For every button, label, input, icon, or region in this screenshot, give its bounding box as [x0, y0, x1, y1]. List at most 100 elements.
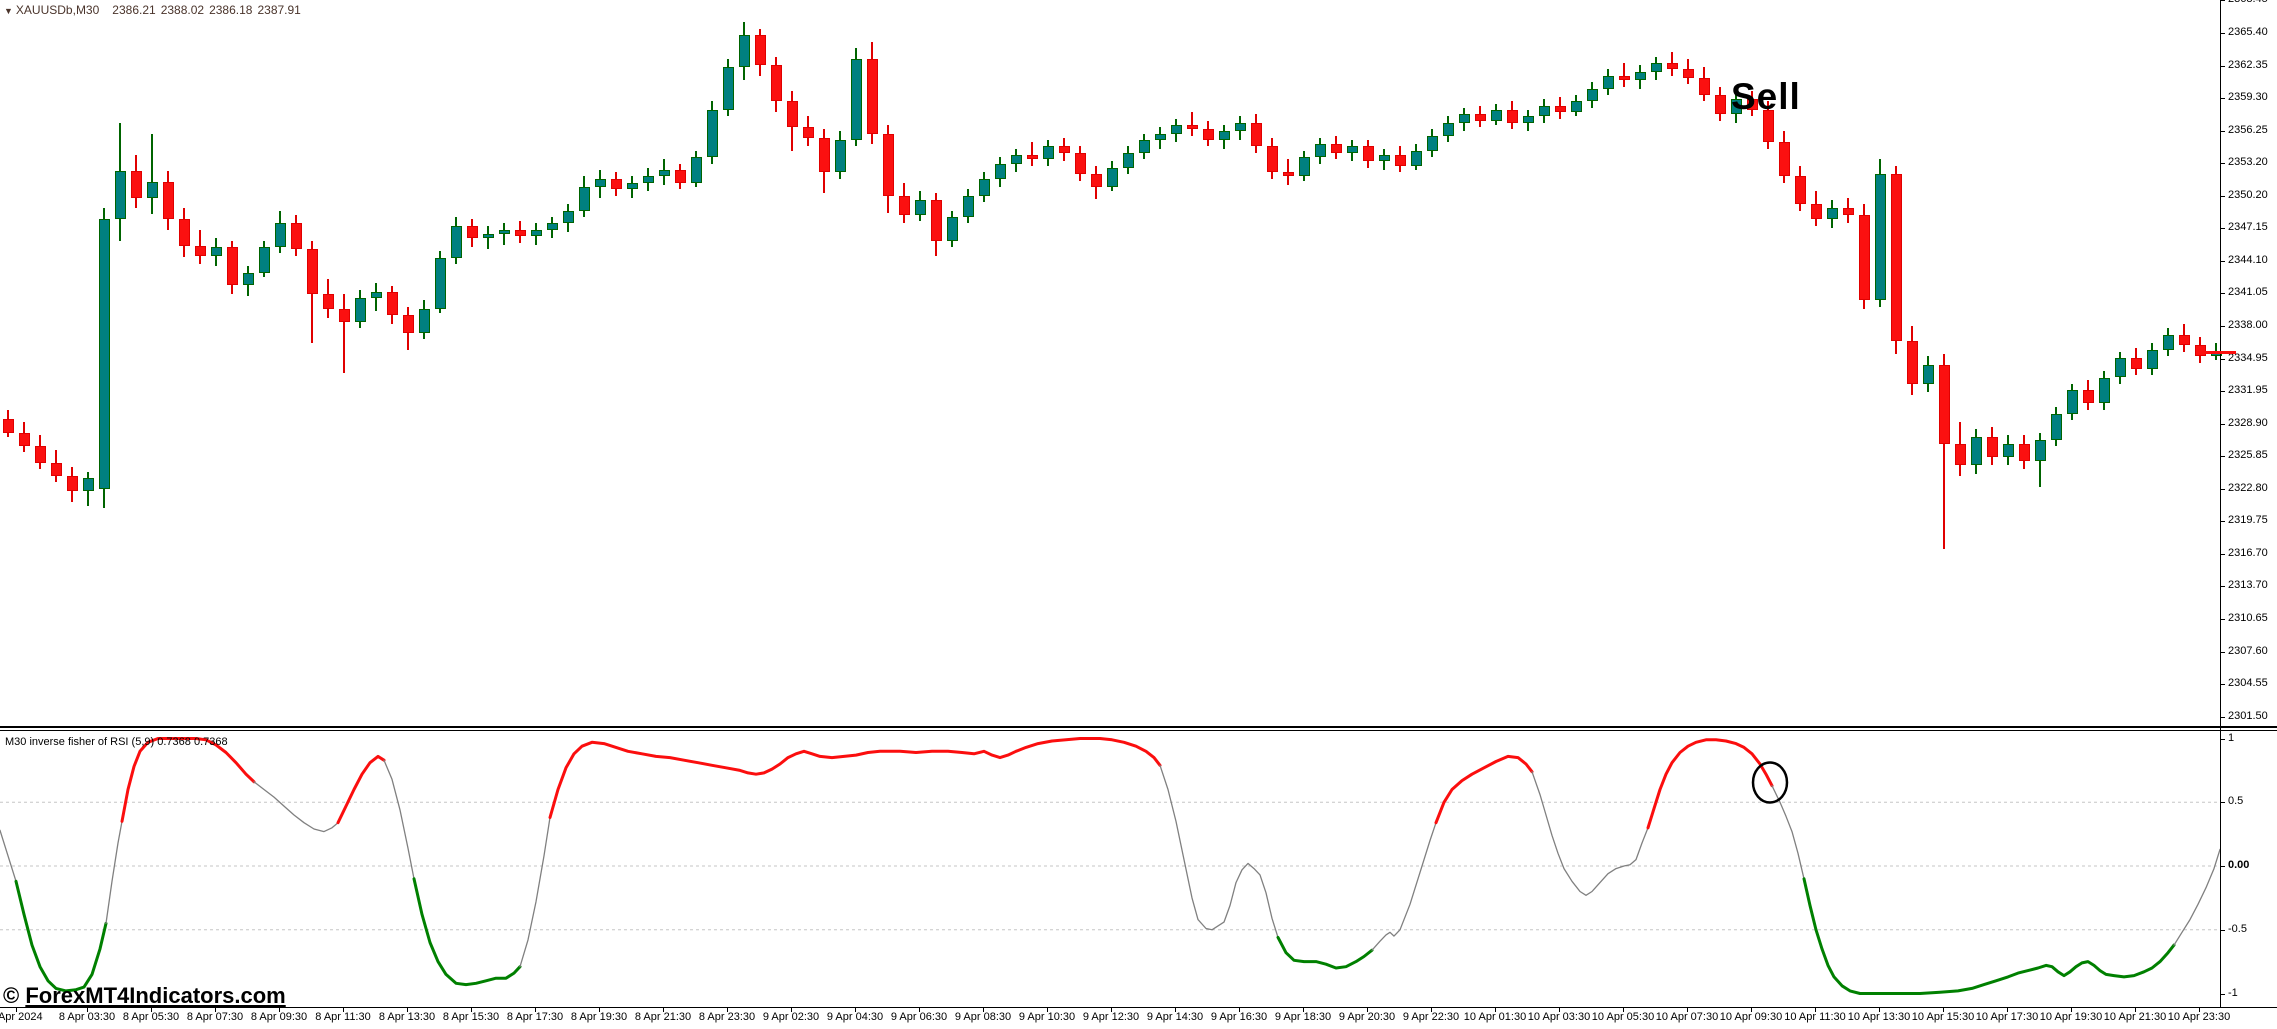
candlestick — [19, 433, 30, 446]
indicator-line-red — [1646, 738, 1774, 830]
indicator-line-gray — [0, 829, 17, 882]
price-axis-tick — [2220, 32, 2225, 34]
time-axis-label: 8 Apr 17:30 — [506, 1011, 564, 1023]
candlestick — [3, 419, 14, 434]
candlestick — [531, 229, 542, 237]
indicator-line-green — [14, 879, 108, 993]
candlestick — [179, 219, 190, 246]
price-axis-tick — [2220, 684, 2225, 686]
time-axis-tick — [471, 1008, 472, 1012]
candlestick — [291, 223, 302, 250]
price-axis-tick — [2220, 0, 2225, 2]
indicator-line-red — [336, 754, 386, 825]
quote-open: 2386.21 — [112, 3, 156, 17]
indicator-pane[interactable] — [0, 732, 2220, 1008]
candlestick — [643, 176, 654, 183]
pane-separator-line — [0, 730, 2277, 731]
price-axis-label: 2304.55 — [2228, 677, 2268, 690]
candlestick — [1411, 150, 1422, 166]
price-axis-tick — [2220, 456, 2225, 458]
candlestick — [1523, 116, 1534, 123]
candlestick — [787, 101, 798, 128]
time-axis-tick — [1943, 1008, 1944, 1012]
candlestick — [1299, 157, 1310, 177]
candlestick — [1891, 174, 1902, 342]
candle-wick — [1031, 142, 1033, 166]
indicator-axis-tick — [2220, 738, 2225, 740]
candlestick — [99, 219, 110, 489]
candle-wick — [1623, 62, 1625, 87]
candlestick — [627, 182, 638, 190]
candlestick — [1795, 176, 1806, 205]
candlestick — [371, 291, 382, 299]
candlestick — [1347, 146, 1358, 153]
candlestick — [1443, 122, 1454, 136]
candlestick — [2003, 443, 2014, 457]
candlestick — [1427, 135, 1438, 151]
candlestick — [403, 315, 414, 333]
time-axis-tick — [663, 1008, 664, 1012]
price-axis-tick — [2220, 553, 2225, 555]
price-axis-tick — [2220, 651, 2225, 653]
candlestick — [483, 234, 494, 239]
candlestick — [579, 187, 590, 211]
time-axis-tick — [1047, 1008, 1048, 1012]
price-axis-label: 2319.75 — [2228, 514, 2268, 527]
candlestick — [659, 169, 670, 177]
time-axis-label: 9 Apr 06:30 — [890, 1011, 948, 1023]
time-axis-label: 10 Apr 19:30 — [2039, 1011, 2103, 1023]
price-axis-tick — [2220, 98, 2225, 100]
candlestick — [1987, 437, 1998, 457]
candlestick — [243, 272, 254, 286]
indicator-line-gray — [383, 759, 415, 880]
price-axis-tick — [2220, 163, 2225, 165]
candlestick — [1123, 152, 1134, 168]
price-axis-label: 2350.20 — [2228, 188, 2268, 201]
candlestick — [979, 178, 990, 196]
candlestick — [1043, 146, 1054, 160]
candlestick — [595, 178, 606, 188]
candlestick — [547, 223, 558, 230]
candlestick — [451, 225, 462, 258]
copyright-icon: © — [3, 983, 20, 1008]
time-axis-label: 8 Apr 21:30 — [634, 1011, 692, 1023]
circle-annotation[interactable] — [1751, 761, 1789, 804]
indicator-axis-tick — [2220, 929, 2225, 931]
watermark: © ForexMT4Indicators.com — [3, 983, 286, 1009]
quote-low: 2386.18 — [209, 3, 253, 17]
time-axis-tick — [2071, 1008, 2072, 1012]
time-axis-label: 9 Apr 12:30 — [1082, 1011, 1140, 1023]
candlestick — [1619, 75, 1630, 81]
candlestick — [1187, 125, 1198, 130]
candlestick — [1379, 154, 1390, 162]
candlestick — [563, 210, 574, 224]
candlestick — [771, 65, 782, 102]
candlestick — [275, 223, 286, 247]
time-axis-label: 9 Apr 14:30 — [1146, 1011, 1204, 1023]
quote-dropdown-icon[interactable]: ▼ — [4, 6, 13, 16]
time-axis-tick — [727, 1008, 728, 1012]
candlestick — [1843, 208, 1854, 215]
indicator-axis-tick — [2220, 993, 2225, 995]
candlestick — [1027, 154, 1038, 160]
candlestick — [1507, 110, 1518, 123]
sell-annotation[interactable]: Sell — [1731, 76, 1801, 117]
time-axis-label: 10 Apr 23:30 — [2167, 1011, 2231, 1023]
price-axis-tick — [2220, 293, 2225, 295]
candles-layer[interactable] — [0, 0, 2222, 726]
candle-wick — [1287, 159, 1289, 185]
pane-separator[interactable] — [0, 726, 2277, 728]
candlestick — [691, 157, 702, 183]
quote-close: 2387.91 — [257, 3, 301, 17]
candlestick — [1907, 341, 1918, 384]
price-axis-tick — [2220, 326, 2225, 327]
candlestick — [1395, 154, 1406, 166]
time-axis-label: 8 Apr 23:30 — [698, 1011, 756, 1023]
time-axis-tick — [1687, 1008, 1688, 1012]
time-axis-label: 10 Apr 21:30 — [2103, 1011, 2167, 1023]
symbol-ohlc-header: ▼ XAUUSDb,M30 2386.21 2388.02 2386.18 2387.91 — [4, 3, 301, 17]
candlestick — [2195, 345, 2206, 357]
candlestick — [1331, 144, 1342, 153]
time-axis-tick — [1431, 1008, 1432, 1012]
price-axis-label: 2362.35 — [2228, 58, 2268, 71]
